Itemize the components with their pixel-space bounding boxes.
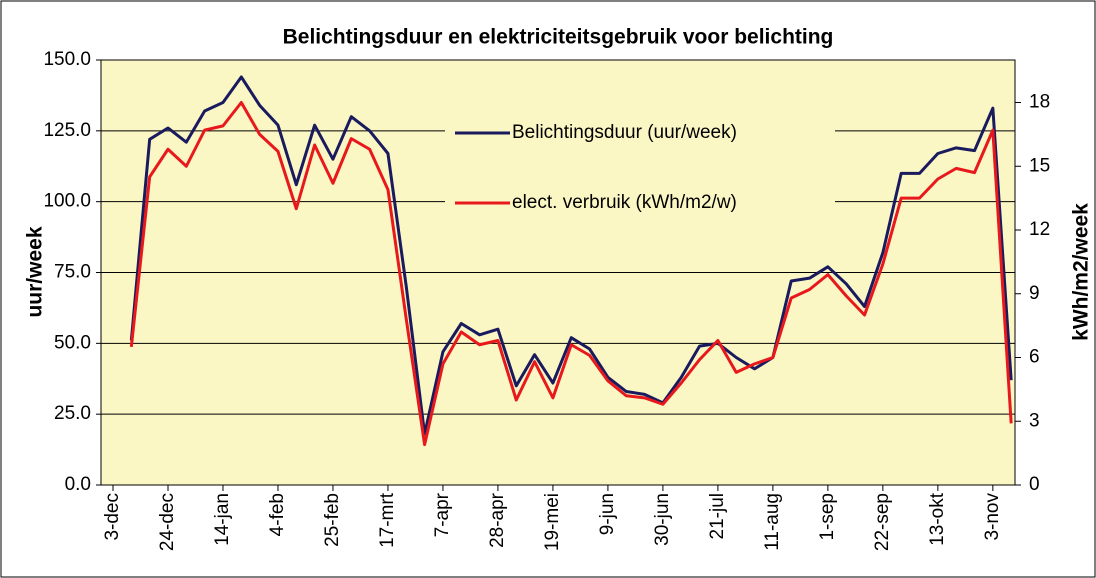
y-tick-label: 0.0 — [65, 474, 91, 495]
legend-label: elect. verbruik (kWh/m2/w) — [512, 192, 737, 213]
x-tick-label: 19-mei — [542, 493, 563, 551]
x-tick-label: 3-nov — [982, 493, 1003, 541]
y-tick-label: 100.0 — [43, 191, 91, 212]
x-tick-label: 1-sep — [817, 493, 838, 541]
x-tick-label: 9-jun — [597, 493, 618, 535]
x-tick-label: 21-jul — [707, 493, 728, 539]
y2-tick-label: 9 — [1029, 283, 1040, 304]
y2-tick-label: 6 — [1029, 347, 1040, 368]
x-tick-label: 11-aug — [762, 493, 783, 551]
y-tick-label: 50.0 — [54, 332, 91, 353]
y2-axis-title: kWh/m2/week — [1070, 203, 1093, 341]
x-tick-label: 30-jun — [652, 493, 673, 546]
x-tick-label: 28-apr — [487, 492, 508, 548]
x-tick-label: 24-dec — [157, 493, 178, 551]
y-axis-title: uur/week — [24, 226, 47, 317]
x-tick-label: 13-okt — [927, 492, 948, 546]
chart-title: Belichtingsduur en elektriciteitsgebruik… — [283, 26, 834, 49]
x-tick-label: 4-feb — [267, 493, 288, 536]
y2-tick-label: 12 — [1029, 219, 1050, 240]
y-tick-label: 125.0 — [43, 120, 91, 141]
y2-tick-label: 3 — [1029, 410, 1040, 431]
x-tick-label: 25-feb — [322, 493, 343, 547]
legend-box — [445, 110, 835, 225]
y2-tick-label: 18 — [1029, 92, 1050, 113]
y2-tick-label: 15 — [1029, 155, 1050, 176]
x-tick-label: 14-jan — [212, 493, 233, 546]
data-line — [129, 75, 1013, 436]
y2-tick-label: 0 — [1029, 474, 1040, 495]
y-tick-label: 75.0 — [54, 262, 91, 283]
x-tick-label: 7-apr — [432, 492, 453, 537]
y-tick-label: 150.0 — [43, 49, 91, 70]
y-tick-label: 25.0 — [54, 403, 91, 424]
x-tick-label: 22-sep — [872, 493, 893, 551]
x-tick-label: 3-dec — [102, 493, 123, 541]
legend-label: Belichtingsduur (uur/week) — [512, 122, 737, 143]
x-tick-label: 17-mrt — [377, 492, 398, 548]
data-line — [129, 101, 1013, 447]
plot-border — [100, 59, 1016, 486]
